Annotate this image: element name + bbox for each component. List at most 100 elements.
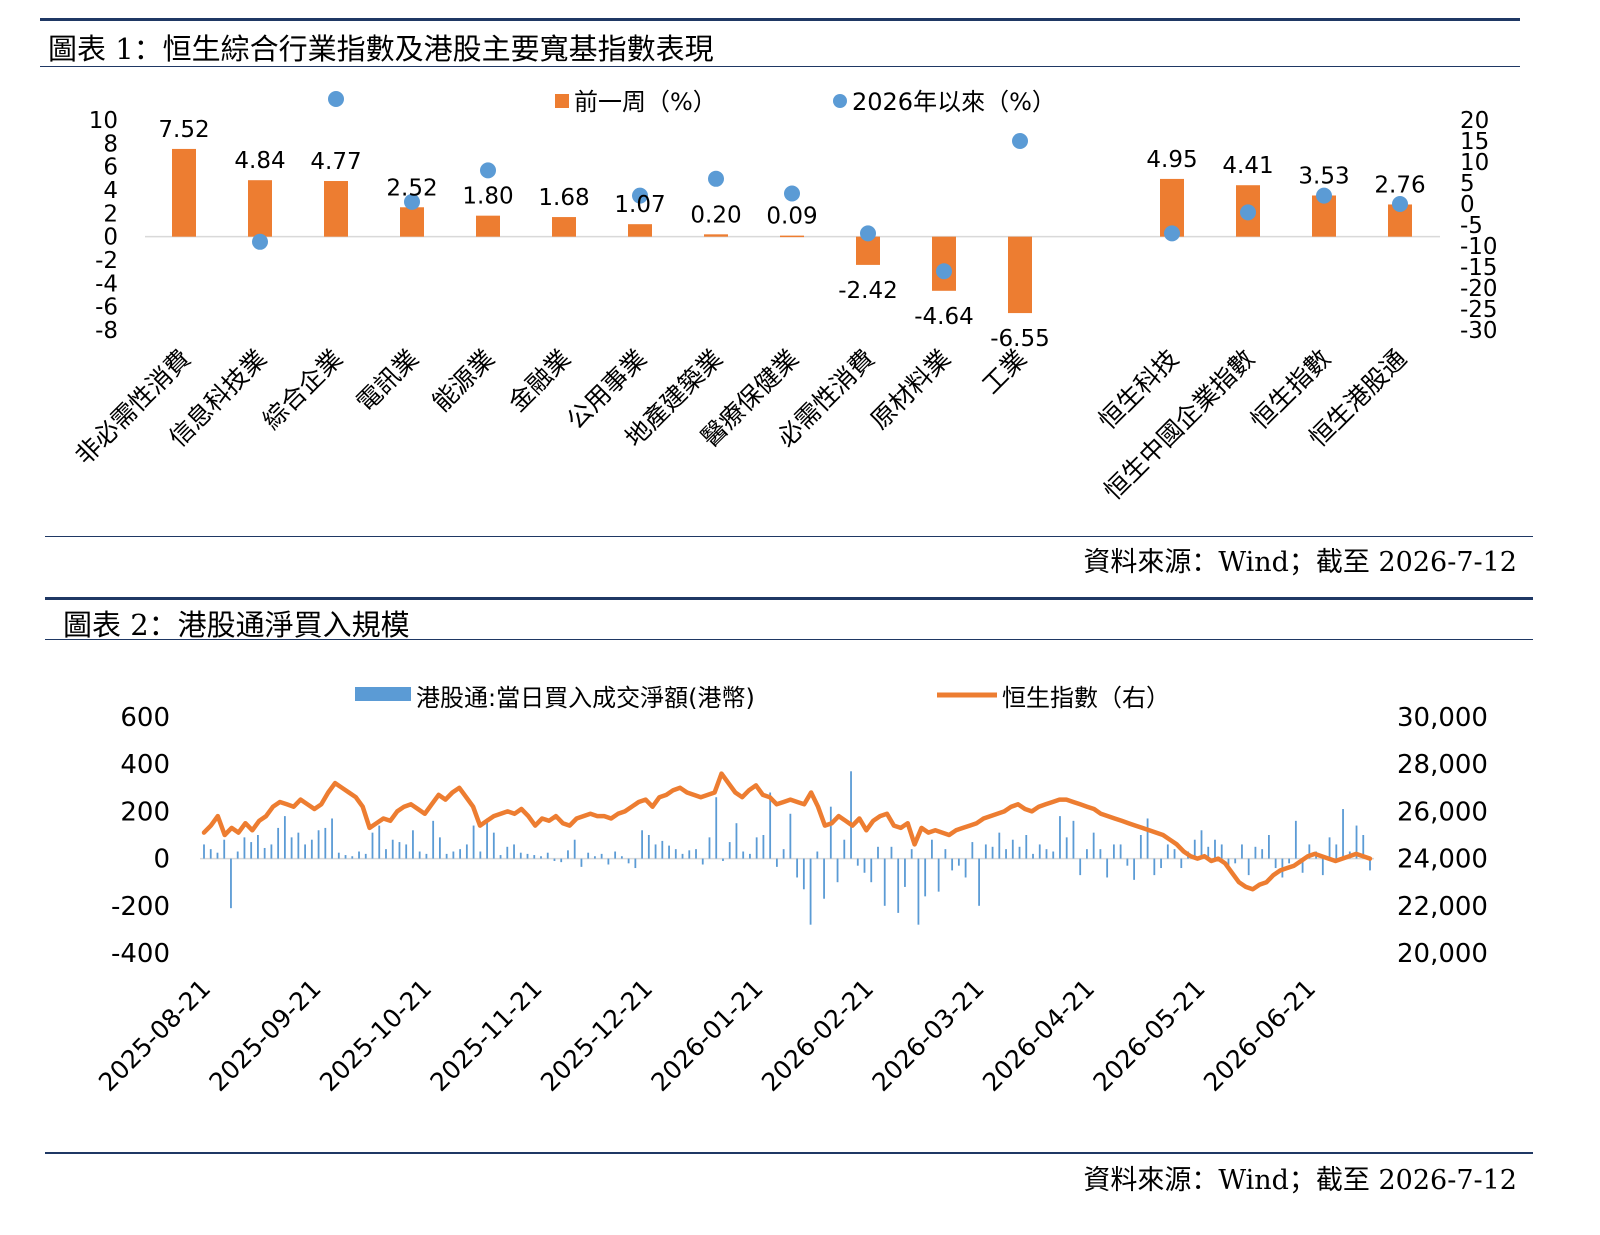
net-buy-bar [560,858,563,863]
net-buy-bar [823,858,825,899]
x-tick-label: 2025-11-21 [424,974,547,1097]
net-buy-bar [270,844,273,859]
net-buy-bar [479,851,482,859]
net-buy-bar [1038,844,1041,859]
ytd-point [1164,225,1180,242]
net-buy-bar [877,846,879,859]
y-right-tick-label: 30,000 [1397,703,1488,733]
net-buy-bar [304,844,306,859]
y-right-tick-label: 22,000 [1397,892,1488,922]
net-buy-bar [257,835,259,859]
x-tick-label: 2026-02-21 [756,974,879,1097]
net-buy-bar [297,832,300,859]
ytd-point [1012,133,1028,149]
x-tick-label: 2026-01-21 [645,974,768,1097]
net-buy-bar [398,842,401,859]
net-buy-bar [634,858,637,869]
net-buy-bar [1018,846,1021,859]
net-buy-bar [533,855,536,859]
net-buy-bar [762,835,765,859]
y-left-tick-label: 400 [120,750,170,780]
net-buy-bar [573,839,576,859]
net-buy-bar [203,844,205,859]
y-left-tick-label: -400 [111,939,170,969]
net-buy-bar [277,827,280,859]
net-buy-bar [445,853,448,859]
net-buy-bar [607,858,610,865]
net-buy-bar [459,849,462,859]
y-right-tick-label: 0 [1460,192,1475,218]
y-right-tick-label: 10 [1460,150,1489,176]
net-buy-bar [263,847,266,859]
ytd-point [1240,204,1256,221]
bar-value-label: -6.55 [990,326,1050,352]
bar-value-label: 1.68 [538,185,589,211]
category-label: 工業 [976,344,1032,400]
legend-line-label: 恒生指數（右） [1002,684,1170,712]
x-tick-label: 2026-05-21 [1087,974,1210,1097]
y-left-tick-label: 0 [153,845,170,875]
fig1-title: 圖表 1：恒生綜合行業指數及港股主要寬基指數表現 [48,32,714,66]
net-buy-bar [944,849,947,859]
net-buy-bar [425,853,428,859]
net-buy-bar [567,850,569,859]
net-buy-bar [580,858,583,867]
ytd-point [784,185,800,202]
net-buy-bar [614,851,617,859]
x-tick-label: 2026-04-21 [977,974,1100,1097]
y-left-tick-label: 10 [89,108,118,134]
net-buy-bar [405,844,408,859]
net-buy-bar [1119,844,1122,859]
net-buy-bar [1200,830,1203,859]
net-buy-bar [1146,818,1149,859]
net-buy-bar [432,820,435,859]
net-buy-bar [1086,849,1088,859]
ytd-point [708,170,724,187]
net-buy-bar [1328,837,1331,859]
net-buy-bar [1099,849,1102,859]
net-buy-bar [209,849,212,859]
bar-value-label: 2.76 [1374,172,1425,198]
fig2-source-rule [45,1152,1533,1154]
net-buy-bar [344,855,347,859]
bar [248,180,272,237]
net-buy-bar [553,858,556,861]
net-buy-bar [641,830,643,859]
ytd-point [328,91,344,107]
net-buy-bar [917,858,920,925]
net-buy-bar [1308,844,1311,859]
net-buy-bar [688,850,691,859]
y-right-tick-label: 26,000 [1397,797,1488,827]
category-label: 能源業 [427,344,501,418]
net-buy-bar [661,840,664,859]
net-buy-bar [674,849,677,859]
net-buy-bar [1342,809,1344,859]
bar [1008,236,1032,314]
bar [704,234,728,237]
net-buy-bar [924,858,927,897]
net-buy-bar [1355,825,1358,859]
net-buy-bar [1214,839,1216,859]
net-buy-bar [385,849,387,859]
net-buy-bar [951,858,954,871]
net-buy-bar [1254,846,1257,859]
net-buy-bar [1362,835,1365,859]
net-buy-bar [324,827,327,859]
net-buy-bar [364,853,367,859]
bar-value-label: 4.77 [310,149,361,175]
y-left-tick-label: 6 [103,155,118,181]
net-buy-bar [1045,849,1048,859]
net-buy-bar [957,858,960,866]
net-buy-bar [809,858,812,925]
net-buy-bar [499,855,502,859]
fig1-source-rule [45,536,1533,537]
net-buy-bar [971,842,974,859]
bar [552,217,576,237]
bar-value-label: 0.20 [690,202,741,228]
bar [476,215,500,237]
bar-value-label: 7.52 [158,117,209,143]
net-buy-bar [1025,835,1028,859]
net-buy-bar [216,852,219,859]
net-buy-bar [1092,832,1095,859]
net-buy-bar [850,771,852,859]
